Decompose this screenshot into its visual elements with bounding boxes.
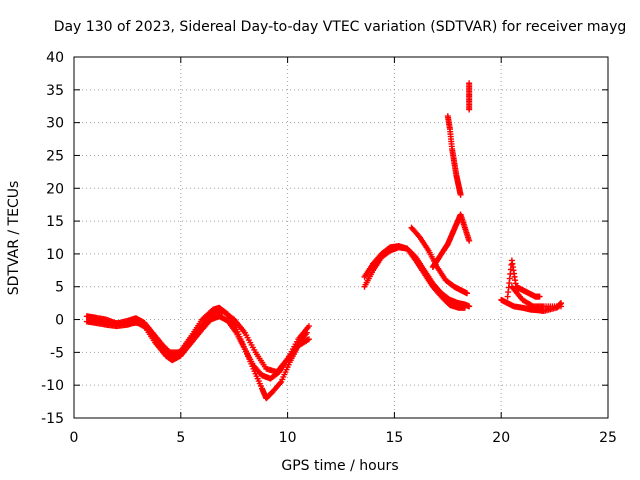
y-tick-label: 15 — [46, 214, 64, 230]
chart-title: Day 130 of 2023, Sidereal Day-to-day VTE… — [54, 19, 627, 35]
y-tick-label: -10 — [41, 378, 64, 394]
x-tick-label: 20 — [492, 430, 510, 446]
data-point — [461, 304, 468, 311]
data-point — [466, 237, 473, 244]
grid-lines — [74, 57, 608, 418]
y-tick-label: 5 — [55, 280, 64, 296]
series-band-h — [504, 257, 543, 300]
y-tick-label: 10 — [46, 247, 64, 263]
y-tick-label: 25 — [46, 148, 64, 164]
y-tick-label: 35 — [46, 83, 64, 99]
plot-frame — [73, 56, 609, 419]
data-point — [466, 106, 473, 113]
data-point — [464, 290, 471, 297]
y-axis-label: SDTVAR / TECUs — [6, 181, 22, 296]
y-tick-label: -5 — [50, 345, 64, 361]
data-point — [558, 303, 565, 310]
series-band-a — [83, 304, 310, 402]
data-point — [305, 336, 312, 343]
x-tick-label: 5 — [176, 430, 185, 446]
y-tick-label: -15 — [41, 411, 64, 427]
x-tick-label: 10 — [279, 430, 297, 446]
series-spike — [429, 211, 473, 271]
data-points — [83, 80, 565, 402]
data-point — [536, 293, 543, 300]
y-tick-label: 30 — [46, 116, 64, 132]
x-tick-label: 0 — [70, 430, 79, 446]
y-tick-label: 20 — [46, 181, 64, 197]
data-point — [466, 303, 473, 310]
data-point — [305, 323, 312, 330]
series-band-e — [361, 243, 468, 311]
series-band-c — [88, 308, 312, 376]
y-tick-label: 0 — [55, 313, 64, 329]
series-spike-2 — [444, 113, 464, 198]
y-tick-label: 40 — [46, 50, 64, 66]
data-point — [457, 191, 464, 198]
axis-ticks: 0 5 10 15 20 25 -15 -10 -5 0 5 10 15 20 25 30 35 40 — [41, 50, 617, 446]
x-tick-label: 15 — [385, 430, 403, 446]
x-tick-label: 25 — [599, 430, 617, 446]
series-band-i — [508, 283, 565, 310]
series-spike-3 — [466, 80, 473, 113]
x-axis-label: GPS time / hours — [281, 458, 398, 474]
data-point — [277, 380, 284, 387]
